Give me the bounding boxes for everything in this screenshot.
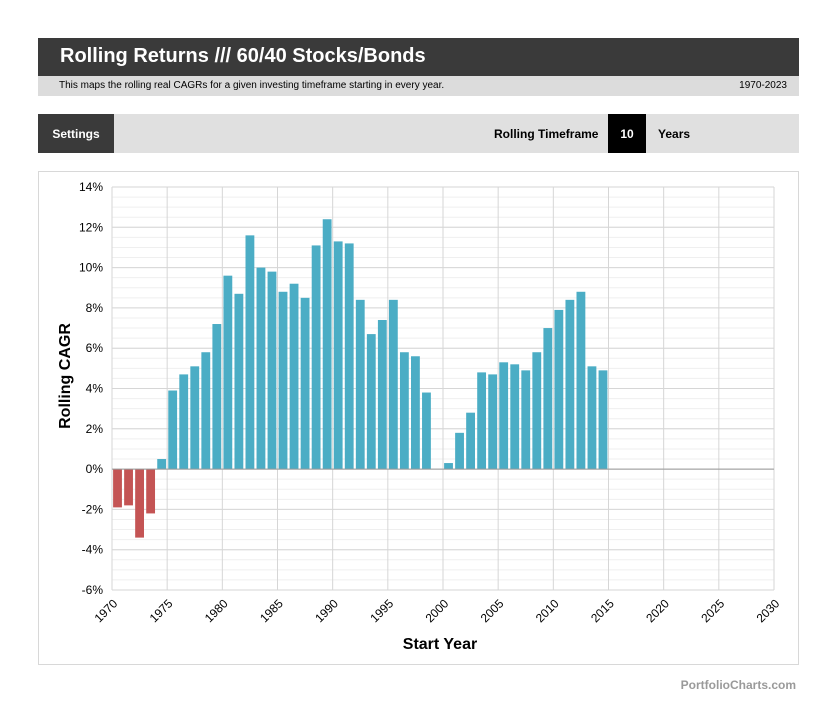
x-tick-label: 2010 [533,596,562,625]
y-tick-label: -4% [82,543,104,557]
x-tick-label: 1985 [257,596,286,625]
y-tick-label: 2% [86,422,104,436]
y-tick-label: 4% [86,382,104,396]
x-tick-label: 1975 [147,596,176,625]
bar-1992[interactable] [355,299,365,470]
y-tick-label: 12% [79,220,103,234]
y-tick-label: -6% [82,583,104,597]
x-tick-label: 2005 [478,596,507,625]
bar-1994[interactable] [377,319,387,470]
bar-1973[interactable] [146,469,156,514]
y-axis-ticks: -6% -4% -2% 0% 2% 4% 6% 8% 10% 12% 14% [79,180,103,597]
bar-2010[interactable] [554,309,564,470]
y-tick-label: 10% [79,261,103,275]
bar-1980[interactable] [223,275,233,470]
bar-1975[interactable] [168,390,178,470]
page-title: Rolling Returns /// 60/40 Stocks/Bonds [60,45,426,67]
bar-2008[interactable] [532,352,542,470]
bar-1990[interactable] [333,241,343,470]
subtitle-bar: This maps the rolling real CAGRs for a g… [38,76,799,96]
settings-bar: Settings Rolling Timeframe 10 Years [38,114,799,153]
x-axis-ticks: 1970 1975 1980 1985 1990 1995 2000 2005 2010 2015… [92,596,783,625]
bar-1983[interactable] [256,267,266,470]
bar-1993[interactable] [366,334,376,470]
bar-1972[interactable] [135,469,144,538]
bar-1989[interactable] [322,219,332,470]
bar-1998[interactable] [422,392,431,470]
bar-1991[interactable] [344,243,354,470]
x-tick-label: 1980 [202,596,231,625]
x-tick-label: 2025 [698,596,727,625]
y-tick-label: 6% [86,341,104,355]
bars [113,219,608,538]
chart-container: -6% -4% -2% 0% 2% 4% 6% 8% 10% 12% 14% 1970 1975 198… [38,171,799,665]
bar-1988[interactable] [311,245,321,470]
bar-2003[interactable] [477,372,487,470]
rolling-timeframe-unit: Years [658,127,691,141]
y-axis-label: Rolling CAGR [57,323,74,429]
y-tick-label: -2% [82,502,104,516]
x-tick-label: 2000 [423,596,452,625]
settings-button[interactable]: Settings [38,114,114,153]
bar-1979[interactable] [212,324,222,470]
bar-2001[interactable] [455,432,464,470]
bar-2007[interactable] [521,370,531,470]
bar-2006[interactable] [510,364,520,470]
description: This maps the rolling real CAGRs for a g… [59,80,445,91]
bar-2014[interactable] [598,370,608,470]
bar-2009[interactable] [543,328,553,470]
y-tick-label: 0% [86,462,104,476]
bar-1995[interactable] [388,299,398,470]
rolling-timeframe-value[interactable]: 10 [608,114,646,153]
y-tick-label: 14% [79,180,103,194]
bar-1977[interactable] [190,366,200,470]
bar-1982[interactable] [245,235,255,470]
bar-2002[interactable] [466,412,475,470]
bar-2004[interactable] [488,374,498,470]
title-bar: Rolling Returns /// 60/40 Stocks/Bonds [38,38,799,76]
x-tick-label: 1990 [312,596,341,625]
bar-2012[interactable] [576,291,586,470]
bar-1987[interactable] [300,297,310,470]
bar-1997[interactable] [411,356,420,470]
x-tick-label: 2015 [588,596,617,625]
bar-2000[interactable] [444,463,453,470]
bar-1984[interactable] [267,271,277,470]
bar-1970[interactable] [113,469,122,508]
bar-1976[interactable] [179,374,189,470]
x-tick-label: 1970 [92,596,121,625]
bar-1978[interactable] [201,352,211,470]
bar-1986[interactable] [289,283,299,470]
bar-1971[interactable] [124,469,133,506]
bar-2013[interactable] [587,366,597,470]
bar-1974[interactable] [157,459,167,470]
bar-2011[interactable] [565,299,575,470]
rolling-returns-chart: -6% -4% -2% 0% 2% 4% 6% 8% 10% 12% 14% 1970 1975 198… [57,180,783,653]
brand-footer[interactable]: PortfolioCharts.com [680,678,796,692]
rolling-timeframe-label: Rolling Timeframe [494,127,599,141]
bar-2005[interactable] [499,362,509,470]
x-axis-label: Start Year [403,636,477,653]
y-tick-label: 8% [86,301,104,315]
bar-1996[interactable] [399,352,409,470]
bar-1981[interactable] [234,293,244,470]
x-tick-label: 2020 [643,596,672,625]
x-tick-label: 2030 [754,596,783,625]
bar-1985[interactable] [278,291,288,470]
date-range: 1970-2023 [739,80,787,91]
x-tick-label: 1995 [367,596,396,625]
